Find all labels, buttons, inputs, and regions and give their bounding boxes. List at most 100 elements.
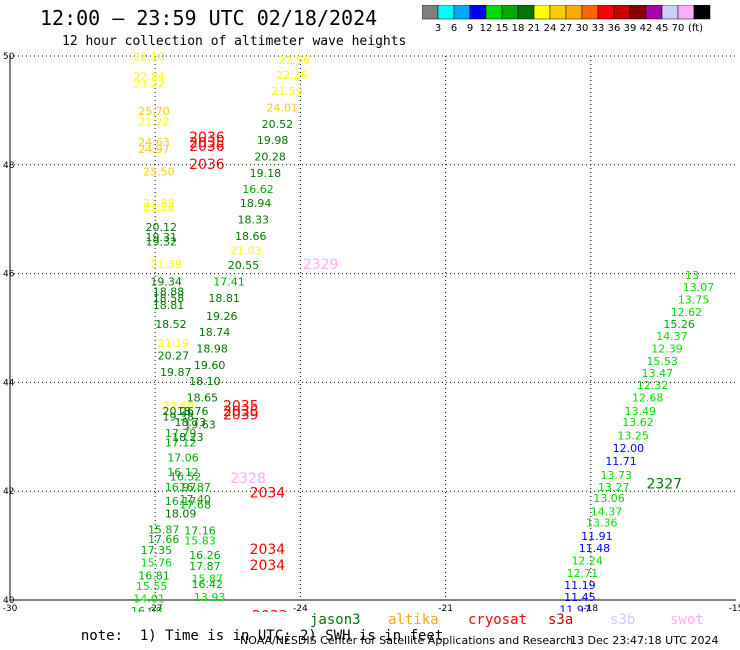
legend-item-cryosat: cryosat	[468, 612, 528, 628]
wave-height-value: 13.07	[683, 281, 715, 294]
wave-height-value: 11.91	[581, 530, 613, 543]
wave-height-value: 19.32	[146, 235, 178, 248]
wave-height-value: 14.37	[656, 330, 688, 343]
pass-time-label: 2039	[223, 407, 259, 423]
colorbar-unit-label: (ft)	[688, 23, 703, 34]
colorbar-tick-label: 15	[496, 23, 509, 34]
colorbar-tick-label: 39	[624, 23, 637, 34]
wave-height-value: 13.27	[598, 481, 630, 494]
pass-time-label: 2034	[250, 558, 286, 574]
colorbar-tick-label: 3	[435, 23, 441, 34]
wave-height-value: 15.53	[646, 355, 678, 368]
pass-time-label: 2036	[189, 157, 225, 173]
generation-timestamp: 13 Dec 23:47:18 UTC 2024	[570, 634, 719, 647]
pass-time-label: 2329	[303, 257, 339, 273]
wave-height-value: 18.10	[189, 375, 221, 388]
wave-height-value: 17.68	[179, 499, 211, 512]
wave-height-value: 12.39	[651, 342, 683, 355]
legend-item-swot: swot	[670, 612, 704, 628]
wave-height-value: 19.87	[160, 366, 192, 379]
wave-height-value: 17.66	[148, 533, 180, 546]
wave-height-value: 13.47	[642, 367, 674, 380]
wave-height-value: 13.75	[678, 294, 710, 307]
x-tick-label: -27	[148, 604, 163, 612]
page-subtitle: 12 hour collection of altimeter wave hei…	[62, 34, 407, 49]
wave-height-value: 20.27	[158, 350, 190, 363]
wave-height-value: 18.23	[172, 431, 204, 444]
wave-height-value: 18.74	[199, 326, 231, 339]
wave-height-value: 22.10	[133, 50, 165, 63]
wave-height-value: 18.94	[240, 197, 272, 210]
wave-height-value: 13.93	[194, 591, 226, 604]
wave-height-value: 20.12	[146, 221, 178, 234]
wave-height-value: 12.62	[671, 306, 703, 319]
wave-height-value: 16.87	[179, 481, 211, 494]
wave-height-value: 11.19	[564, 579, 596, 592]
wave-height-value: 16.26	[189, 549, 221, 562]
wave-height-value: 19.38	[162, 410, 194, 423]
wave-height-value: 17.16	[184, 525, 216, 538]
pass-time-label: 2034	[250, 542, 286, 558]
wave-height-value: 24.01	[267, 101, 299, 114]
wave-height-value: 18.58	[153, 292, 185, 305]
wave-height-value: 13.62	[622, 416, 654, 429]
wave-height-value: 16.81	[138, 569, 170, 582]
wave-height-value: 17.41	[213, 276, 245, 289]
legend-item-altika: altika	[388, 612, 439, 628]
x-tick-label: -24	[293, 604, 308, 612]
footer-note: note: 1) Time is in UTC; 2) SWH is in fe…	[64, 612, 443, 644]
colorbar-tick-label: 24	[544, 23, 557, 34]
wave-height-value: 18.66	[235, 230, 267, 243]
wave-height-value: 11.97	[559, 604, 591, 612]
wave-height-value: 21.19	[158, 337, 190, 350]
legend-item-jason3: jason3	[310, 612, 361, 628]
wave-height-value: 19.31	[146, 231, 178, 244]
wave-height-value: 21.26	[143, 201, 175, 214]
y-tick-label: 46	[3, 270, 15, 280]
y-tick-label: 50	[3, 52, 15, 62]
pass-time-label: 2327	[646, 476, 682, 492]
pass-time-label: 2033	[252, 609, 288, 612]
wave-height-value: 22.56	[279, 54, 311, 67]
wave-height-value: 13	[685, 269, 699, 282]
wave-height-value: 15.87	[148, 524, 180, 537]
wave-height-value: 19.26	[206, 310, 238, 323]
wave-height-value: 14.01	[133, 593, 165, 606]
wave-height-value: 17.06	[167, 451, 199, 464]
wave-height-value: 11.71	[605, 455, 637, 468]
credit-text: NOAA/NESDIS Center for Satellite Applica…	[240, 634, 574, 647]
wave-height-value: 19.63	[184, 419, 216, 432]
wave-height-value: 18.81	[153, 299, 185, 312]
wave-height-value: 15.76	[141, 556, 173, 569]
legend-item-s3a: s3a	[548, 612, 574, 628]
wave-height-value: 16.52	[170, 470, 202, 483]
wave-height-value: 22.60	[162, 400, 194, 413]
page-title: 12:00 – 23:59 UTC 02/18/2024	[40, 6, 378, 30]
colorbar-tick-label: 6	[451, 23, 457, 34]
colorbar-tick-label: 70	[672, 23, 685, 34]
wave-height-value: 15.87	[192, 573, 224, 586]
colorbar-tick-label: 27	[560, 23, 573, 34]
wave-height-value: 20.26	[162, 405, 194, 418]
colorbar-tick-label: 36	[608, 23, 621, 34]
colorbar-tick-label: 21	[528, 23, 541, 34]
altimeter-chart: -30 -27 -24 -21 -18 -15 40 42 44 46 48 50 22.10 22.84…	[3, 50, 740, 612]
legend-item-s3b: s3b	[610, 612, 636, 628]
wave-height-value: 15.83	[184, 535, 216, 548]
wave-height-value: 18.09	[165, 507, 197, 520]
pass-time-label: 2035	[189, 135, 225, 151]
pass-time-label: 2036	[189, 130, 225, 146]
wave-height-value: 16.42	[192, 578, 224, 591]
wave-height-value: 22.84	[133, 70, 165, 83]
colorbar-tick-label: 9	[467, 23, 473, 34]
wave-height-value: 16.17	[165, 495, 197, 508]
wave-height-value: 13.06	[593, 492, 625, 505]
wave-height-value: 16.12	[167, 466, 199, 479]
wave-height-value: 20.28	[254, 150, 285, 163]
wave-height-value: 21.03	[230, 245, 262, 258]
wave-height-value: 19.34	[150, 276, 182, 289]
wave-height-value: 21.39	[150, 258, 182, 271]
wave-height-value: 18.73	[175, 416, 207, 429]
wave-height-value: 13.36	[586, 517, 618, 530]
x-tick-label: -21	[438, 604, 453, 612]
